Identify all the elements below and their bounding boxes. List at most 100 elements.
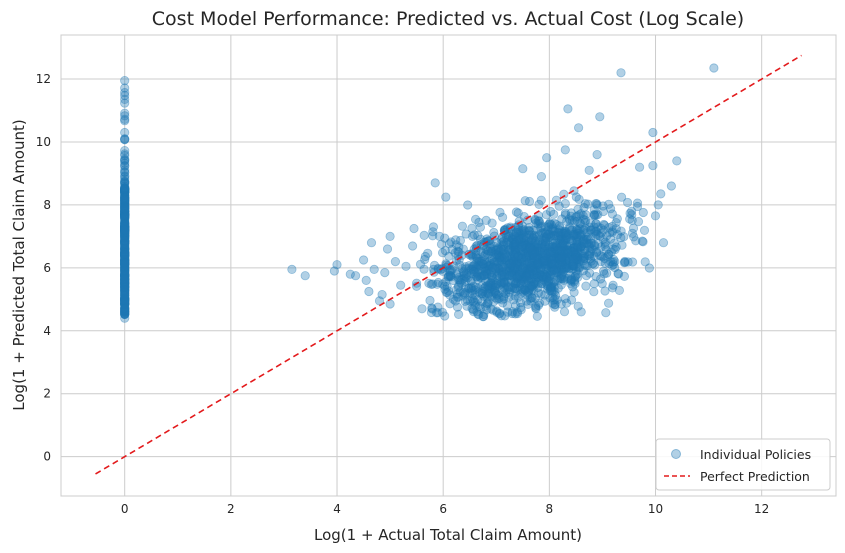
data-point	[556, 299, 566, 309]
data-point	[534, 273, 544, 283]
data-point	[584, 242, 595, 252]
data-point	[516, 305, 526, 315]
data-point	[540, 239, 551, 249]
data-point	[549, 266, 560, 276]
data-point	[120, 177, 130, 187]
data-point	[120, 228, 130, 238]
data-point	[483, 249, 493, 260]
data-point	[550, 286, 560, 297]
data-point	[709, 63, 719, 73]
data-point	[461, 264, 471, 274]
data-point	[120, 287, 130, 297]
data-point	[608, 244, 618, 254]
data-point	[120, 288, 130, 299]
data-point	[502, 232, 512, 242]
data-point	[572, 251, 583, 261]
data-point	[598, 225, 609, 235]
data-point	[558, 237, 568, 247]
data-point	[598, 266, 609, 276]
data-point	[518, 230, 528, 240]
data-point	[120, 277, 130, 287]
data-point	[573, 242, 583, 252]
data-point	[531, 304, 541, 314]
data-point	[445, 267, 455, 277]
data-point	[475, 303, 486, 313]
data-point	[512, 258, 523, 268]
data-point	[564, 264, 574, 274]
data-point	[570, 250, 580, 260]
data-point	[605, 228, 615, 238]
data-point	[120, 295, 130, 305]
data-point	[512, 258, 522, 268]
data-point	[448, 294, 458, 304]
data-point	[491, 237, 502, 248]
data-point	[517, 253, 527, 263]
data-point	[559, 246, 570, 256]
data-point	[120, 231, 130, 241]
data-point	[482, 265, 492, 275]
data-point	[557, 241, 567, 251]
data-point	[445, 270, 456, 281]
data-point	[567, 264, 577, 274]
data-point	[522, 253, 532, 263]
data-point	[591, 219, 601, 229]
data-point	[350, 271, 361, 281]
data-point	[482, 292, 492, 302]
data-point	[530, 242, 540, 252]
data-point	[526, 263, 536, 273]
data-point	[591, 248, 602, 258]
data-point	[519, 233, 529, 243]
data-point	[574, 257, 584, 267]
data-point	[565, 224, 575, 234]
data-point	[120, 221, 130, 231]
data-point	[446, 237, 456, 247]
data-point	[518, 252, 529, 262]
data-point	[533, 259, 543, 270]
data-point	[120, 186, 130, 196]
data-point	[554, 201, 564, 211]
data-point	[553, 255, 564, 265]
data-point	[563, 245, 573, 255]
data-point	[543, 257, 553, 267]
data-point	[598, 252, 608, 262]
data-point	[527, 242, 537, 252]
data-point	[527, 247, 538, 257]
data-point	[540, 234, 550, 244]
data-point	[489, 287, 499, 298]
data-point	[569, 231, 580, 241]
data-point	[554, 269, 564, 279]
data-point	[120, 230, 130, 240]
data-point	[120, 207, 130, 217]
data-point	[120, 303, 130, 313]
data-point	[544, 229, 555, 239]
y-tick-label: 10	[36, 135, 51, 149]
data-point	[500, 227, 510, 237]
perfect-prediction-line	[95, 54, 802, 475]
data-point	[120, 226, 130, 237]
data-point	[120, 250, 130, 260]
data-point	[540, 228, 551, 238]
data-point	[542, 272, 552, 282]
data-point	[120, 250, 130, 260]
data-point	[120, 293, 130, 303]
data-point	[547, 263, 557, 273]
data-point	[380, 267, 390, 278]
data-point	[534, 216, 544, 226]
data-point	[474, 261, 484, 271]
data-point	[504, 256, 514, 266]
data-point	[656, 189, 666, 199]
data-point	[611, 218, 621, 228]
data-point	[550, 249, 560, 259]
data-point	[120, 184, 130, 194]
data-point	[467, 303, 477, 314]
data-point	[586, 225, 596, 235]
data-point	[120, 291, 130, 301]
data-point	[513, 271, 523, 282]
data-point	[548, 292, 558, 302]
data-point	[424, 278, 434, 288]
data-point	[120, 275, 130, 285]
data-point	[579, 239, 589, 249]
data-point	[578, 236, 588, 246]
data-point	[555, 253, 565, 263]
data-point	[120, 313, 130, 323]
